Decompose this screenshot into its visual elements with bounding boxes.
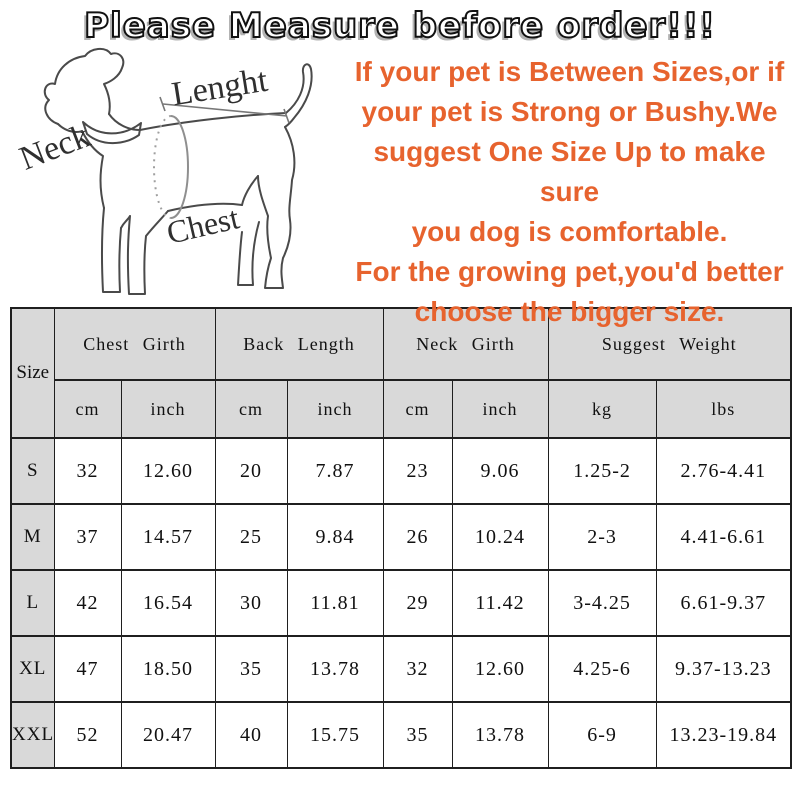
table-cell: 32: [53, 437, 122, 505]
table-cell: 10.24: [451, 503, 549, 571]
table-group-header-row: Size Chest Girth Back Length Neck Girth …: [10, 307, 792, 439]
table-cell: 13.78: [451, 701, 549, 769]
table-cell: 3-4.25: [547, 569, 657, 637]
table-cell: 29: [382, 569, 453, 637]
table-cell: 14.57: [120, 503, 216, 571]
table-cell: 13.78: [286, 635, 384, 703]
dog-collar: [82, 121, 142, 145]
table-cell: 12.60: [451, 635, 549, 703]
chest-girth-arc-dotted: [153, 115, 172, 219]
dog-jaw: [57, 123, 83, 134]
dog-belly: [167, 202, 243, 212]
top-section: Neck Lenght Chest If your pet is Between…: [0, 46, 800, 327]
neck-label: Neck: [15, 117, 95, 177]
advice-line: If your pet is Between Sizes,or if: [354, 56, 785, 87]
table-cell: 25: [214, 503, 288, 571]
unit-header: inch: [120, 379, 216, 439]
table-cell: 32: [382, 635, 453, 703]
table-cell: 20.47: [120, 701, 216, 769]
unit-header: inch: [451, 379, 549, 439]
table-cell: 18.50: [120, 635, 216, 703]
table-cell: 16.54: [120, 569, 216, 637]
unit-header: cm: [214, 379, 288, 439]
dog-sketch: Neck Lenght Chest: [15, 48, 313, 295]
advice-line: you dog is comfortable.: [411, 216, 728, 247]
table-cell: 11.81: [286, 569, 384, 637]
table-cell: 11.42: [451, 569, 549, 637]
chest-label: Chest: [163, 199, 242, 250]
dog-front-leg-far: [120, 210, 169, 295]
advice-line: For the growing pet,you'd better: [355, 256, 784, 287]
table-cell: 52: [53, 701, 122, 769]
dog-thigh: [241, 175, 259, 206]
chest-girth-header: Chest Girth: [53, 307, 216, 381]
table-cell: 4.25-6: [547, 635, 657, 703]
table-cell: 2-3: [547, 503, 657, 571]
advice-line: suggest One Size Up to make sure: [373, 136, 766, 207]
table-cell: 7.87: [286, 437, 384, 505]
table-cell: 6.61-9.37: [655, 569, 792, 637]
table-cell: 6-9: [547, 701, 657, 769]
table-cell: 42: [53, 569, 122, 637]
dog-back: [108, 112, 287, 131]
table-cell: 13.23-19.84: [655, 701, 792, 769]
table-cell: 9.06: [451, 437, 549, 505]
table-cell: 20: [214, 437, 288, 505]
table-cell: 9.37-13.23: [655, 635, 792, 703]
length-measure-line: [159, 96, 290, 124]
table-row-l: L 42 16.54 30 11.81 29 11.42 3-4.25 6.61…: [10, 569, 792, 637]
sizing-advice: If your pet is Between Sizes,or if your …: [345, 46, 800, 332]
table-unit-header-row: cm inch cm inch cm inch kg lbs: [11, 379, 792, 439]
table-row-xxl: XXL 52 20.47 40 15.75 35 13.78 6-9 13.23…: [10, 701, 792, 769]
table-row-xl: XL 47 18.50 35 13.78 32 12.60 4.25-6 9.3…: [10, 635, 792, 703]
dog-hind-leg-far: [237, 221, 260, 286]
table-cell: 1.25-2: [547, 437, 657, 505]
unit-header: kg: [547, 379, 657, 439]
table-cell: 40: [214, 701, 288, 769]
advice-line: choose the bigger size.: [414, 296, 725, 327]
advice-line: your pet is Strong or Bushy.We: [361, 96, 778, 127]
table-row-m: M 37 14.57 25 9.84 26 10.24 2-3 4.41-6.6…: [10, 503, 792, 571]
table-cell: 12.60: [120, 437, 216, 505]
size-table: Size Chest Girth Back Length Neck Girth …: [10, 307, 793, 769]
size-corner-header: Size: [10, 307, 55, 439]
table-cell: 15.75: [286, 701, 384, 769]
size-cell: M: [10, 503, 55, 571]
dog-front-leg: [100, 207, 122, 293]
size-cell: XXL: [10, 701, 55, 769]
neck-girth-header: Neck Girth: [382, 307, 549, 381]
dog-hind-leg: [257, 126, 296, 289]
table-cell: 23: [382, 437, 453, 505]
table-cell: 4.41-6.61: [655, 503, 792, 571]
table-cell: 35: [214, 635, 288, 703]
table-cell: 37: [53, 503, 122, 571]
unit-header: cm: [382, 379, 453, 439]
length-label: Lenght: [169, 62, 270, 114]
page-title: Please Measure before order!!!: [83, 5, 716, 47]
size-cell: XL: [10, 635, 55, 703]
unit-header: inch: [286, 379, 384, 439]
table-row-s: S 32 12.60 20 7.87 23 9.06 1.25-2 2.76-4…: [10, 437, 792, 505]
chest-girth-arc-solid: [170, 115, 189, 219]
table-cell: 35: [382, 701, 453, 769]
suggest-weight-header: Suggest Weight: [547, 307, 792, 381]
table-cell: 9.84: [286, 503, 384, 571]
unit-header: cm: [53, 379, 122, 439]
size-cell: L: [10, 569, 55, 637]
table-cell: 30: [214, 569, 288, 637]
dog-head-outline: [43, 48, 125, 125]
back-length-header: Back Length: [214, 307, 384, 381]
dog-measurement-diagram: Neck Lenght Chest: [0, 46, 345, 302]
table-cell: 47: [53, 635, 122, 703]
table-cell: 26: [382, 503, 453, 571]
dog-tail: [284, 63, 313, 128]
size-cell: S: [10, 437, 55, 505]
unit-header: lbs: [655, 379, 792, 439]
dog-chest-front: [81, 130, 105, 209]
table-cell: 2.76-4.41: [655, 437, 792, 505]
